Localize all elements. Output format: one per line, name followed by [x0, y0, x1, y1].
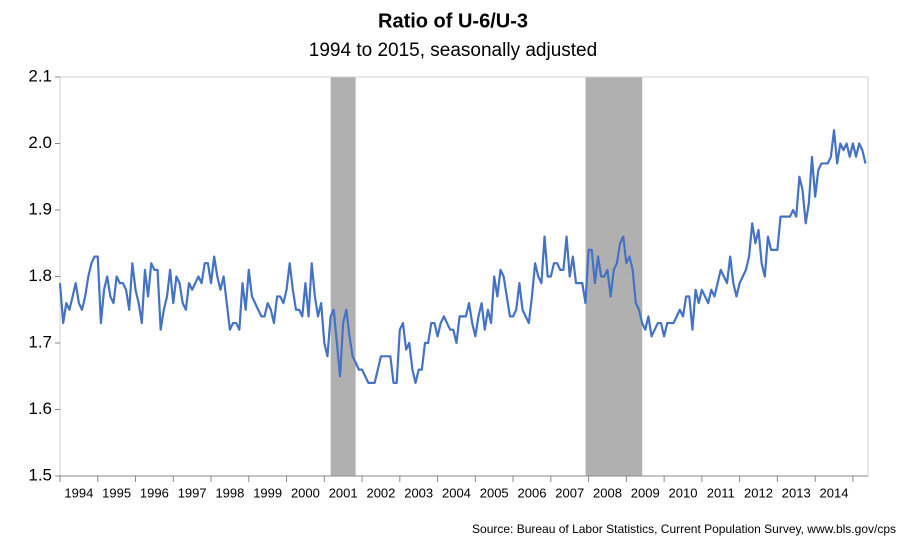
x-tick-label: 2004 — [442, 485, 471, 500]
x-tick-label: 1994 — [64, 485, 93, 500]
x-tick-label: 2011 — [707, 485, 735, 500]
x-tick-label: 2000 — [291, 485, 320, 500]
x-tick-label: 2005 — [480, 485, 509, 500]
x-tick-label: 2006 — [518, 485, 547, 500]
x-tick-label: 2002 — [366, 485, 395, 500]
y-tick-label: 2.0 — [28, 133, 52, 152]
source-note: Source: Bureau of Labor Statistics, Curr… — [472, 522, 896, 536]
chart-subtitle: 1994 to 2015, seasonally adjusted — [309, 40, 597, 61]
y-tick-label: 1.7 — [28, 332, 52, 351]
x-tick-label: 2012 — [744, 485, 773, 500]
x-tick-label: 2010 — [669, 485, 698, 500]
x-tick-label: 1998 — [215, 485, 244, 500]
x-tick-label: 2014 — [820, 485, 849, 500]
x-tick-label: 2009 — [631, 485, 660, 500]
x-tick-label: 2007 — [555, 485, 584, 500]
chart-title: Ratio of U-6/U-3 — [378, 10, 528, 32]
y-tick-label: 1.9 — [28, 199, 52, 218]
data-line — [58, 129, 867, 384]
recession-band — [330, 77, 356, 476]
x-tick-label: 2013 — [782, 485, 811, 500]
y-tick-label: 1.8 — [28, 266, 52, 285]
plot-frame — [59, 76, 869, 477]
y-tick-label: 2.1 — [28, 66, 52, 85]
x-tick-label: 1996 — [140, 485, 169, 500]
x-tick-label: 2001 — [329, 485, 358, 500]
x-tick-label: 1995 — [102, 485, 131, 500]
y-tick-label: 1.6 — [28, 399, 52, 418]
x-tick-label: 2008 — [593, 485, 622, 500]
x-tick-label: 2003 — [404, 485, 433, 500]
y-tick-label: 1.5 — [28, 465, 52, 484]
x-tick-label: 1999 — [253, 485, 282, 500]
x-tick-label: 1997 — [178, 485, 207, 500]
